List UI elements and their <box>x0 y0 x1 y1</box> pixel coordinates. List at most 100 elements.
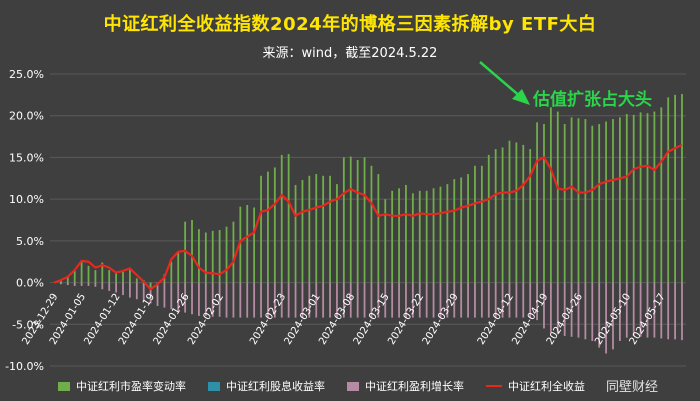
chart-subtitle: 来源：wind，截至2024.5.22 <box>262 46 438 61</box>
bar-pe-change <box>529 149 532 283</box>
legend-item-dividend[interactable]: 中证红利股息收益率 <box>208 378 325 394</box>
bar-pe-change <box>667 97 670 283</box>
bar-pe-change <box>73 270 76 283</box>
legend-label-dividend: 中证红利股息收益率 <box>226 380 325 393</box>
bar-pe-change <box>122 270 124 283</box>
bar-earnings-growth <box>674 282 676 340</box>
y-tick-label: -5.0% <box>12 318 44 331</box>
bar-pe-change <box>239 206 242 283</box>
bar-earnings-growth <box>646 282 649 338</box>
bar-earnings-growth <box>308 282 311 318</box>
bar-earnings-growth <box>467 282 469 318</box>
legend-item-total[interactable]: 中证红利全收益 <box>486 378 585 394</box>
bar-pe-change <box>170 261 173 283</box>
legend-label-earnings: 中证红利盈利增长率 <box>365 380 464 393</box>
bar-pe-change <box>612 119 614 283</box>
bar-pe-change <box>66 276 69 283</box>
bar-pe-change <box>453 179 456 283</box>
bar-pe-change <box>253 207 256 283</box>
bar-pe-change <box>260 175 262 283</box>
bar-pe-change <box>556 111 559 283</box>
bar-earnings-growth <box>73 282 76 286</box>
bar-pe-change <box>349 156 352 283</box>
bar-pe-change <box>225 226 228 283</box>
bar-earnings-growth <box>487 282 490 318</box>
bar-pe-change <box>480 165 483 283</box>
bar-earnings-growth <box>536 282 538 321</box>
bar-earnings-growth <box>425 282 428 318</box>
bar-earnings-growth <box>260 282 262 318</box>
bar-earnings-growth <box>577 282 580 338</box>
bar-earnings-growth <box>336 282 338 318</box>
bar-earnings-growth <box>612 282 614 350</box>
y-tick-label: 0.0% <box>16 277 44 290</box>
bar-earnings-growth <box>87 282 90 286</box>
bar-earnings-growth <box>204 282 207 316</box>
bar-pe-change <box>384 199 387 283</box>
bar-pe-change <box>646 113 649 283</box>
bar-pe-change <box>115 271 118 283</box>
bar-earnings-growth <box>363 282 366 318</box>
bar-pe-change <box>536 122 538 283</box>
bar-earnings-growth <box>591 282 594 341</box>
bar-pe-change <box>418 190 421 283</box>
bar-earnings-growth <box>598 282 601 348</box>
bar-earnings-growth <box>156 282 159 306</box>
bar-earnings-growth <box>584 282 587 340</box>
bar-pe-change <box>446 184 449 283</box>
bar-earnings-growth <box>681 282 683 341</box>
bar-pe-change <box>273 167 276 283</box>
bar-earnings-growth <box>453 282 456 318</box>
bar-pe-change <box>660 107 663 283</box>
bar-pe-change <box>370 165 373 283</box>
bar-earnings-growth <box>108 282 111 291</box>
bar-earnings-growth <box>294 282 297 318</box>
bar-pe-change <box>577 118 580 283</box>
y-tick-label: 10.0% <box>9 193 44 206</box>
bar-pe-change <box>246 204 249 283</box>
chart-title: 中证红利全收益指数2024年的博格三因素拆解 <box>103 14 489 35</box>
bar-pe-change <box>94 270 97 283</box>
bar-earnings-growth <box>218 282 221 317</box>
bar-pe-change <box>460 177 463 283</box>
y-tick-label: -10.0% <box>5 360 44 373</box>
bar-pe-change <box>570 117 573 283</box>
chart-header: 中证红利全收益指数2024年的博格三因素拆解by ETF大白 <box>0 10 700 36</box>
bar-pe-change <box>301 179 304 283</box>
bar-earnings-growth <box>474 282 476 318</box>
bar-pe-change <box>515 142 518 283</box>
bar-pe-change <box>598 124 601 283</box>
bar-earnings-growth <box>170 282 173 310</box>
bar-earnings-growth <box>177 282 180 312</box>
bar-earnings-growth <box>101 282 104 290</box>
bar-pe-change <box>329 175 331 283</box>
bar-pe-change <box>432 188 435 283</box>
bar-earnings-growth <box>94 282 97 287</box>
bar-earnings-growth <box>529 282 532 318</box>
bar-pe-change <box>322 175 325 283</box>
bar-pe-change <box>336 184 338 283</box>
bar-earnings-growth <box>480 282 483 318</box>
bar-earnings-growth <box>556 282 559 335</box>
legend-item-pe[interactable]: 中证红利市盈率变动率 <box>58 378 186 394</box>
bar-pe-change <box>308 175 311 283</box>
legend-item-earnings[interactable]: 中证红利盈利增长率 <box>347 378 464 394</box>
bar-earnings-growth <box>349 282 352 318</box>
bar-earnings-growth <box>142 282 145 301</box>
bar-earnings-growth <box>135 282 138 300</box>
bar-earnings-growth <box>446 282 449 318</box>
bar-earnings-growth <box>280 282 283 318</box>
bar-earnings-growth <box>501 282 504 318</box>
watermark-text: 同壁财经 <box>606 380 659 395</box>
bar-earnings-growth <box>653 282 656 338</box>
bar-pe-change <box>653 111 656 283</box>
bar-earnings-growth <box>460 282 463 318</box>
bar-pe-change <box>681 94 683 283</box>
bar-earnings-growth <box>287 282 290 318</box>
y-tick-label: 25.0% <box>9 68 44 81</box>
bar-pe-change <box>584 119 587 283</box>
bar-pe-change <box>508 140 511 283</box>
bar-earnings-growth <box>384 282 387 318</box>
bar-earnings-growth <box>273 282 276 318</box>
